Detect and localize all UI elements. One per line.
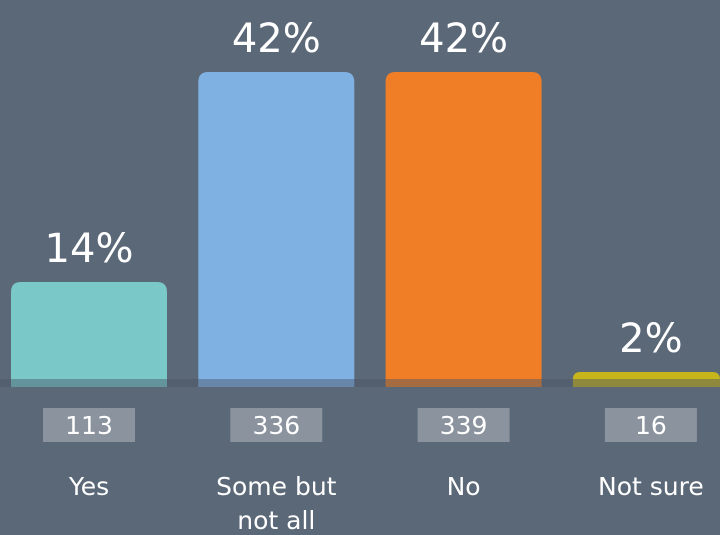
value-label-2: 42% <box>419 16 508 62</box>
count-badge-2 <box>417 408 510 442</box>
value-label-3: 2% <box>619 316 682 362</box>
value-label-0: 14% <box>45 226 134 272</box>
bar-2 <box>385 72 542 387</box>
category-label-3-0: Not sure <box>598 472 704 501</box>
count-label-3: 16 <box>635 411 667 440</box>
category-label-0-0: Yes <box>68 472 109 501</box>
count-label-1: 336 <box>252 411 300 440</box>
bar-0 <box>11 282 167 387</box>
bar-1 <box>198 72 355 387</box>
category-label-2-0: No <box>447 472 481 501</box>
count-badge-0 <box>43 408 135 442</box>
category-label-1-0: Some but <box>216 472 337 501</box>
count-label-0: 113 <box>65 411 113 440</box>
count-badge-1 <box>230 408 323 442</box>
count-label-2: 339 <box>440 411 488 440</box>
bar-3 <box>572 372 720 387</box>
baseline-shadow <box>0 379 720 387</box>
category-label-1-1: not all <box>237 506 315 535</box>
value-label-1: 42% <box>232 16 321 62</box>
count-badge-3 <box>604 408 697 442</box>
